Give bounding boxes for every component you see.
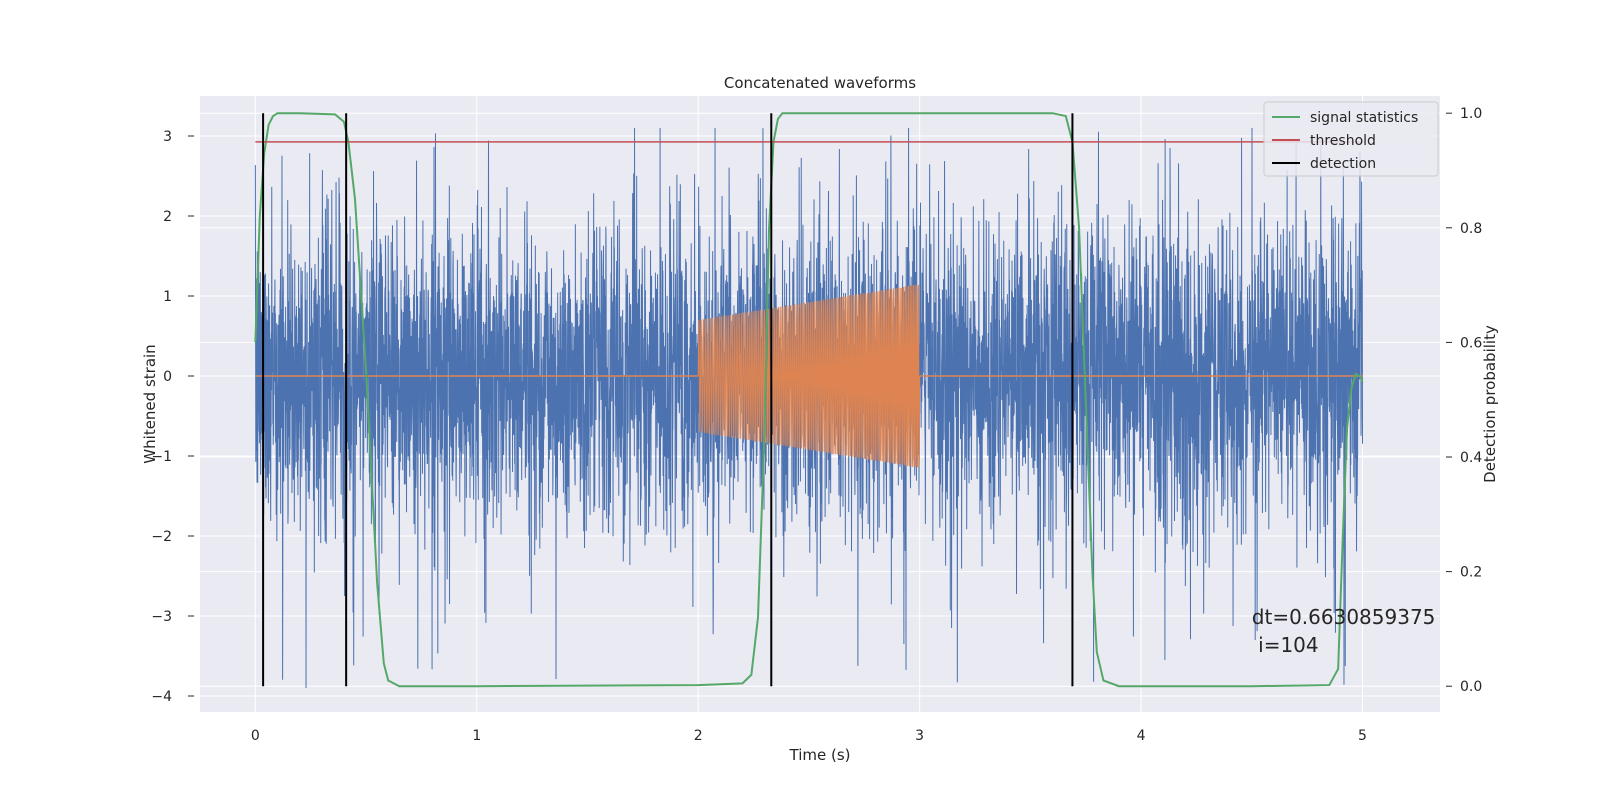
x-axis-label: Time (s)	[789, 746, 851, 764]
y-axis-label-left: Whitened strain	[141, 344, 159, 463]
y-tick-label-left: −4	[151, 689, 172, 705]
y-tick-label-right: 0.8	[1460, 221, 1482, 237]
y-tick-label-left: −1	[151, 449, 172, 465]
x-tick-label: 5	[1358, 728, 1367, 744]
y-axis-label-right: Detection probability	[1481, 325, 1499, 483]
y-tick-label-left: 3	[163, 129, 172, 145]
x-tick-label: 0	[251, 728, 260, 744]
y-tick-label-right: 0.0	[1460, 679, 1482, 695]
legend: signal statistics threshold detection	[1263, 101, 1439, 177]
x-tick-label: 4	[1137, 728, 1146, 744]
legend-entry: detection	[1310, 156, 1376, 172]
waveform-chirp	[697, 284, 921, 468]
y-tick-label-right: 0.4	[1460, 450, 1482, 466]
axes: 0 1 2 3 4 5 −4 −3 −2 −1 0 1 2 3 0.0 0.2 0.4 0.6 0.8 1.0	[151, 106, 1482, 744]
legend-entry: signal statistics	[1310, 110, 1418, 126]
legend-box	[1263, 101, 1439, 177]
x-tick-label: 3	[915, 728, 924, 744]
plot-layer	[254, 112, 1364, 689]
y-tick-label-left: 2	[163, 209, 172, 225]
legend-entry: threshold	[1310, 133, 1376, 149]
y-tick-label-right: 1.0	[1460, 106, 1482, 122]
chart-title: Concatenated waveforms	[724, 74, 916, 92]
y-tick-label-left: −2	[151, 529, 172, 545]
y-tick-label-left: 1	[163, 289, 172, 305]
annotation-dt: dt=0.6630859375	[1252, 605, 1436, 629]
y-tick-label-left: −3	[151, 609, 172, 625]
x-tick-label: 2	[694, 728, 703, 744]
x-tick-label: 1	[472, 728, 481, 744]
y-tick-label-right: 0.2	[1460, 565, 1482, 581]
y-tick-label-right: 0.6	[1460, 335, 1482, 351]
y-tick-label-left: 0	[163, 369, 172, 385]
annotation-i: i=104	[1252, 633, 1319, 657]
